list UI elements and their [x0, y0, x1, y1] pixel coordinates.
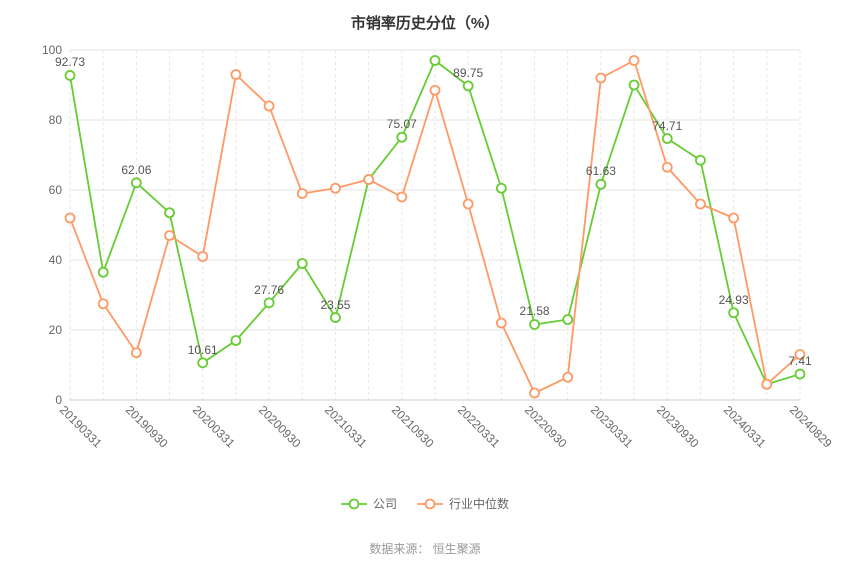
source-value: 恒生聚源 — [433, 542, 481, 556]
y-tick-label: 0 — [55, 393, 62, 407]
y-tick-label: 60 — [49, 183, 62, 197]
legend-item[interactable]: 公司 — [341, 495, 397, 512]
chart-container: 市销率历史分位（%） 02040608010020190331201909302… — [0, 0, 850, 575]
y-tick-label: 20 — [49, 323, 62, 337]
x-tick-label: 20210930 — [389, 403, 437, 451]
x-tick-label: 20220930 — [521, 403, 569, 451]
source-label: 数据来源： — [369, 542, 429, 556]
x-tick-label: 20240331 — [721, 403, 769, 451]
x-tick-label: 20190930 — [123, 403, 171, 451]
plot-area: 0204060801002019033120190930202003312020… — [70, 50, 800, 400]
legend: 公司 行业中位数 — [0, 495, 850, 514]
y-tick-label: 80 — [49, 113, 62, 127]
plot-svg — [70, 50, 800, 400]
legend-label: 行业中位数 — [449, 495, 509, 512]
legend-marker-icon — [341, 497, 367, 511]
x-tick-label: 20230930 — [654, 403, 702, 451]
legend-item[interactable]: 行业中位数 — [417, 495, 509, 512]
x-tick-label: 20240829 — [787, 403, 835, 451]
x-tick-label: 20220331 — [455, 403, 503, 451]
y-tick-label: 40 — [49, 253, 62, 267]
x-tick-label: 20210331 — [322, 403, 370, 451]
y-tick-label: 100 — [42, 43, 62, 57]
x-tick-label: 20190331 — [57, 403, 105, 451]
legend-label: 公司 — [373, 495, 397, 512]
data-source: 数据来源： 恒生聚源 — [0, 540, 850, 557]
x-tick-label: 20230331 — [588, 403, 636, 451]
x-tick-label: 20200331 — [190, 403, 238, 451]
legend-marker-icon — [417, 497, 443, 511]
x-tick-label: 20200930 — [256, 403, 304, 451]
chart-title: 市销率历史分位（%） — [0, 0, 850, 41]
